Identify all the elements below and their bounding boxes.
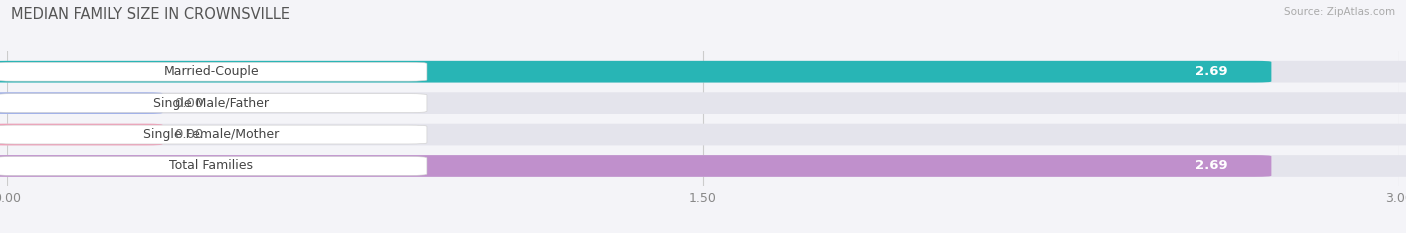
- FancyBboxPatch shape: [0, 157, 427, 175]
- FancyBboxPatch shape: [0, 124, 163, 145]
- Text: Single Female/Mother: Single Female/Mother: [143, 128, 280, 141]
- Text: Source: ZipAtlas.com: Source: ZipAtlas.com: [1284, 7, 1395, 17]
- Text: 0.00: 0.00: [174, 97, 204, 110]
- Text: Total Families: Total Families: [169, 159, 253, 172]
- Text: 2.69: 2.69: [1195, 65, 1227, 78]
- Text: MEDIAN FAMILY SIZE IN CROWNSVILLE: MEDIAN FAMILY SIZE IN CROWNSVILLE: [11, 7, 290, 22]
- FancyBboxPatch shape: [0, 62, 427, 81]
- Text: 0.00: 0.00: [174, 128, 204, 141]
- FancyBboxPatch shape: [0, 61, 1406, 82]
- FancyBboxPatch shape: [0, 92, 1406, 114]
- FancyBboxPatch shape: [0, 125, 427, 144]
- FancyBboxPatch shape: [0, 124, 1406, 145]
- FancyBboxPatch shape: [0, 155, 1271, 177]
- FancyBboxPatch shape: [0, 94, 427, 113]
- Text: Married-Couple: Married-Couple: [163, 65, 259, 78]
- Text: Single Male/Father: Single Male/Father: [153, 97, 269, 110]
- Text: 2.69: 2.69: [1195, 159, 1227, 172]
- FancyBboxPatch shape: [0, 155, 1406, 177]
- FancyBboxPatch shape: [0, 92, 163, 114]
- FancyBboxPatch shape: [0, 61, 1271, 82]
